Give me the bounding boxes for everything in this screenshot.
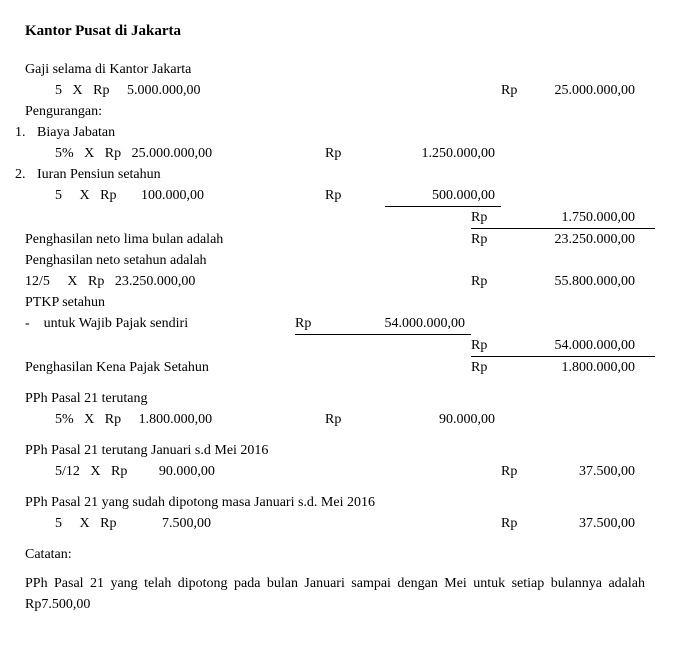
pengurangan-total: 1.750.000,00 [511, 207, 655, 229]
pkp-value: 1.800.000,00 [511, 357, 655, 378]
rp-label: Rp [471, 271, 511, 292]
rp-label: Rp [471, 335, 511, 357]
ptkp-subvalue: 54.000.000,00 [355, 313, 471, 335]
gaji-label: Gaji selama di Kantor Jakarta [25, 59, 295, 80]
rp-label: Rp [501, 461, 541, 482]
pph21-value: 90.000,00 [385, 409, 501, 430]
rp-label: Rp [325, 143, 385, 164]
neto-setahun-value: 55.800.000,00 [511, 271, 655, 292]
rp-label: Rp [501, 513, 541, 534]
item1-label: Biaya Jabatan [37, 125, 115, 140]
pengurangan-label: Pengurangan: [25, 101, 295, 122]
item2-label: Iuran Pensiun setahun [37, 167, 161, 182]
rp-label: Rp [501, 80, 541, 101]
pph21dipotong-value: 37.500,00 [541, 513, 655, 534]
rp-label: Rp [325, 185, 385, 206]
pph21dipotong-label: PPh Pasal 21 yang sudah dipotong masa Ja… [25, 492, 465, 513]
neto5-value: 23.250.000,00 [511, 229, 655, 250]
rp-label: Rp [471, 357, 511, 378]
rp-label: Rp [471, 207, 511, 229]
pph21-calc: 5% X Rp 1.800.000,00 [25, 409, 325, 430]
item2-value: 500.000,00 [385, 185, 501, 207]
catatan-text: PPh Pasal 21 yang telah dipotong pada bu… [25, 573, 655, 615]
rp-label: Rp [325, 409, 385, 430]
pph21jan-label: PPh Pasal 21 terutang Januari s.d Mei 20… [25, 440, 465, 461]
ptkp-sub: - untuk Wajib Pajak sendiri [25, 313, 295, 334]
gaji-value: 25.000.000,00 [541, 80, 655, 101]
neto-setahun-calc: 12/5 X Rp 23.250.000,00 [25, 271, 295, 292]
item2-calc: 5 X Rp 100.000,00 [25, 185, 325, 206]
item2-num: 2. [15, 164, 26, 185]
gaji-calc: 5 X Rp 5.000.000,00 [25, 80, 325, 101]
item1-calc: 5% X Rp 25.000.000,00 [25, 143, 325, 164]
neto5-label: Penghasilan neto lima bulan adalah [25, 229, 295, 250]
pph21jan-calc: 5/12 X Rp 90.000,00 [25, 461, 325, 482]
pph21dipotong-calc: 5 X Rp 7.500,00 [25, 513, 325, 534]
ptkp-label: PTKP setahun [25, 292, 295, 313]
item1-value: 1.250.000,00 [385, 143, 501, 164]
pph21-label: PPh Pasal 21 terutang [25, 388, 295, 409]
ptkp-total: 54.000.000,00 [511, 335, 655, 357]
neto-setahun-label: Penghasilan neto setahun adalah [25, 250, 295, 271]
catatan-title: Catatan: [25, 544, 655, 565]
item1-num: 1. [15, 122, 26, 143]
rp-label: Rp [295, 313, 355, 335]
document-title: Kantor Pusat di Jakarta [25, 20, 655, 43]
pkp-label: Penghasilan Kena Pajak Setahun [25, 357, 295, 378]
rp-label: Rp [471, 229, 511, 250]
pph21jan-value: 37.500,00 [541, 461, 655, 482]
